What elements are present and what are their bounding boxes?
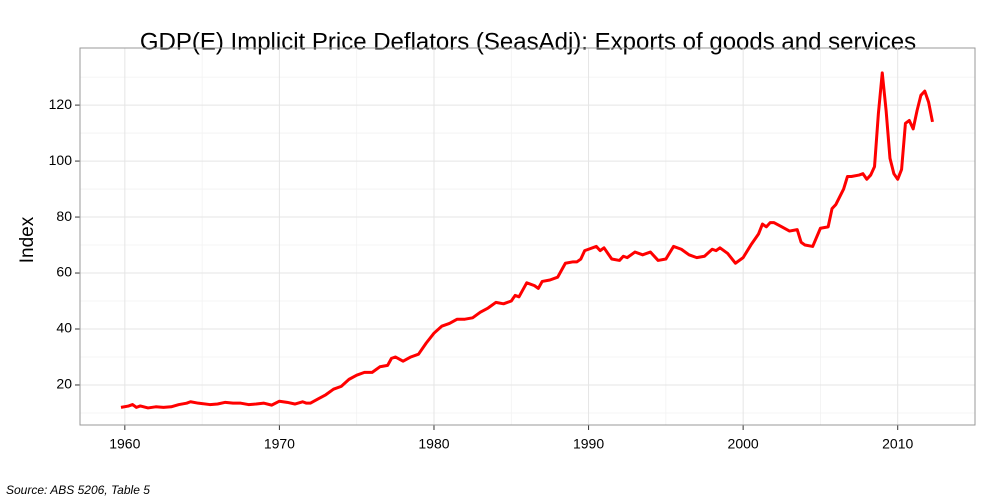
x-tick-label: 1990 [573,436,604,452]
y-tick-label: 20 [56,376,72,392]
y-axis-label: Index [17,216,38,263]
x-tick-label: 1970 [264,436,295,452]
y-tick-label: 120 [49,96,73,112]
y-tick-label: 80 [56,208,72,224]
y-tick-label: 60 [56,264,72,280]
chart-title: GDP(E) Implicit Price Deflators (SeasAdj… [140,28,916,55]
y-tick-label: 40 [56,320,72,336]
x-tick-label: 2000 [728,436,759,452]
x-tick-label: 1980 [418,436,449,452]
source-note: Source: ABS 5206, Table 5 [6,483,150,497]
x-tick-label: 1960 [109,436,140,452]
x-tick-label: 2010 [882,436,913,452]
y-tick-label: 100 [49,152,73,168]
plot-border [79,47,976,426]
data-line [120,71,934,410]
